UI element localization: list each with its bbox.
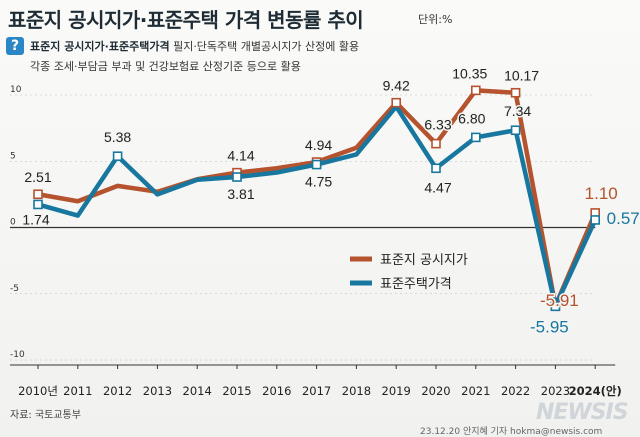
x-tick-label: 2010년 xyxy=(18,384,58,398)
info-term: 표준지 공시지가·표준주택가격 xyxy=(30,40,170,53)
chart-title: 표준지 공시지가·표준주택 가격 변동률 추이 xyxy=(8,8,364,32)
info-line-2: 각종 조세·부담금 부과 및 건강보험료 산정기준 등으로 활용 xyxy=(30,60,301,73)
land-marker xyxy=(33,189,43,200)
credit-line: 23.12.20 안지혜 기자 hokma@newsis.com xyxy=(420,427,603,437)
x-tick-label: 2022 xyxy=(501,384,530,398)
house-data-label: 7.34 xyxy=(504,103,531,119)
x-tick-label: 2023 xyxy=(541,384,570,398)
land-series-line xyxy=(37,88,598,309)
x-tick-label: 2014 xyxy=(183,384,212,398)
x-tick-label: 2017 xyxy=(302,384,331,398)
legend-label-house-series: 표준주택가격 xyxy=(380,277,452,292)
x-tick-label: 2018 xyxy=(342,384,371,398)
house-marker xyxy=(431,163,441,174)
house-marker xyxy=(470,132,481,143)
legend-label-land-series: 표준지 공시지가 xyxy=(380,253,468,268)
land-data-label: 4.14 xyxy=(227,148,254,164)
y-tick-label: -10 xyxy=(10,350,25,360)
land-data-label: 10.35 xyxy=(452,65,487,81)
y-tick-label: 0 xyxy=(10,218,16,228)
house-data-label: 1.74 xyxy=(22,211,49,227)
house-data-label: 6.80 xyxy=(458,110,485,126)
house-marker xyxy=(550,301,561,312)
house-data-label: 4.47 xyxy=(424,179,451,195)
house-marker xyxy=(590,215,601,225)
house-marker xyxy=(232,172,242,182)
x-tick-label: 2013 xyxy=(143,384,172,398)
land-marker xyxy=(431,138,441,149)
land-data-label: 9.42 xyxy=(383,78,410,94)
y-tick-label: -5 xyxy=(10,284,19,294)
source-note: 자료: 국토교통부 xyxy=(10,410,81,421)
house-data-label: 3.81 xyxy=(227,186,254,202)
house-marker xyxy=(33,199,43,210)
x-tick-label: 2024(안) xyxy=(569,384,622,398)
land-data-label: -5.91 xyxy=(540,291,579,310)
land-marker xyxy=(391,97,402,108)
info-line-1-rest: 필지·단독주택 개별공시지가 산정에 활용 xyxy=(169,40,360,53)
land-data-label: 6.33 xyxy=(424,117,451,133)
land-data-label: 2.51 xyxy=(24,169,51,185)
x-tick-label: 2012 xyxy=(103,384,132,398)
land-data-label: 1.10 xyxy=(585,184,618,203)
house-data-label: 0.57 xyxy=(607,209,640,228)
x-tick-label: 2016 xyxy=(262,384,291,398)
land-marker xyxy=(470,85,481,96)
info-box: ? 표준지 공시지가·표준주택가격 필지·단독주택 개별공시지가 산정에 활용 … xyxy=(6,36,386,78)
house-data-label: 5.38 xyxy=(104,129,131,145)
y-tick-label: 10 xyxy=(10,85,22,95)
question-icon: ? xyxy=(6,37,24,55)
newsis-watermark: NEWSIS xyxy=(536,400,629,425)
info-line-1: 표준지 공시지가·표준주택가격 필지·단독주택 개별공시지가 산정에 활용 xyxy=(30,38,359,54)
land-data-label: 10.17 xyxy=(504,68,539,84)
house-data-label: -5.95 xyxy=(530,317,569,336)
x-tick-label: 2011 xyxy=(63,384,92,398)
house-marker xyxy=(510,125,521,136)
x-tick-label: 2020 xyxy=(421,384,450,398)
land-marker xyxy=(510,87,521,98)
house-data-label: 4.75 xyxy=(305,174,332,190)
house-marker xyxy=(112,151,123,162)
y-tick-label: 5 xyxy=(10,151,16,161)
house-marker xyxy=(311,159,322,170)
x-tick-label: 2021 xyxy=(461,384,490,398)
unit-label: 단위:% xyxy=(418,13,453,26)
x-tick-label: 2019 xyxy=(382,384,411,398)
x-tick-label: 2015 xyxy=(222,384,251,398)
land-data-label: 4.94 xyxy=(305,137,332,153)
